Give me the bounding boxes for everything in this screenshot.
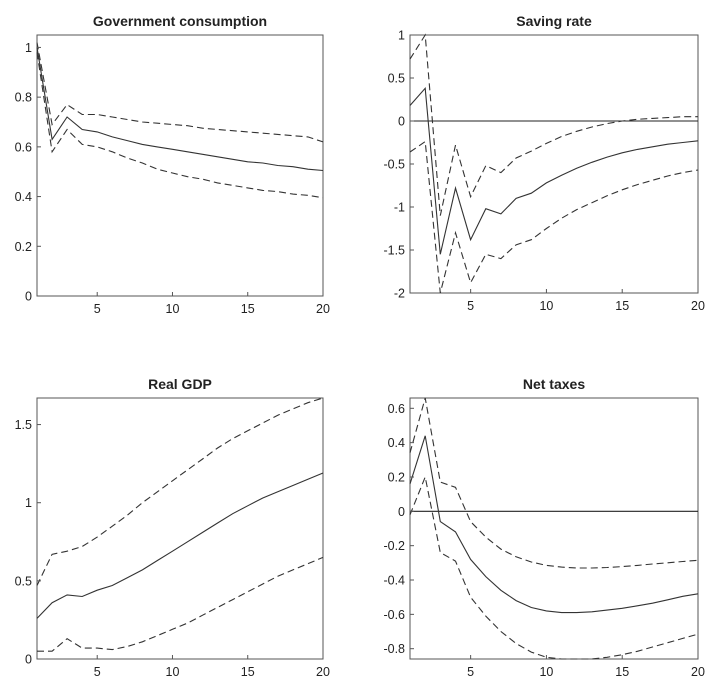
y-tick-label: -1	[394, 201, 405, 215]
x-tick-label: 5	[467, 665, 474, 679]
y-tick-label: 0.2	[388, 470, 405, 484]
axes-box	[409, 34, 699, 294]
x-tick-label: 20	[316, 302, 330, 316]
y-tick-label: 1	[25, 496, 32, 510]
y-tick-label: 0.8	[15, 91, 32, 105]
y-tick-label: 0	[398, 505, 405, 519]
x-tick-label: 5	[94, 302, 101, 316]
y-tick-label: 1	[25, 41, 32, 55]
series-line-band-2	[409, 475, 699, 660]
x-tick-label: 20	[316, 665, 330, 679]
axes-box	[36, 34, 324, 297]
series-line-band-1	[409, 33, 698, 216]
axes-box	[36, 397, 324, 660]
y-tick-label: 0.2	[15, 240, 32, 254]
series-line-estimate	[409, 435, 699, 614]
y-tick-label: 0	[25, 653, 32, 667]
x-tick-label: 10	[166, 302, 180, 316]
x-tick-label: 15	[615, 665, 629, 679]
y-tick-label: 0	[398, 115, 405, 129]
panel-saving-rate: Saving rate 5 10 15 20 -2 -1.5 -1 -0.5 0 0.5 1	[383, 13, 705, 313]
x-tick-label: 15	[241, 665, 255, 679]
y-tick-label: 0.5	[15, 574, 32, 588]
panel-government-consumption: Government consumption 5 10 15 20 0 0.2 0.4 0.6…	[15, 13, 330, 316]
title-real-gdp: Real GDP	[148, 376, 212, 392]
series-line-band-1	[36, 397, 324, 586]
y-tick-label: 0.6	[388, 402, 405, 416]
y-tick-label: -0.4	[383, 574, 405, 588]
x-tick-label: 10	[539, 665, 553, 679]
title-government-consumption: Government consumption	[93, 13, 267, 29]
y-tick-label: 0.6	[15, 140, 32, 154]
panel-real-gdp: Real GDP 5 10 15 20 0 0.5 1 1.5	[15, 376, 330, 679]
x-tick-label: 15	[615, 299, 629, 313]
x-tick-label: 5	[94, 665, 101, 679]
y-tick-label: 0	[25, 290, 32, 304]
y-tick-label: 1	[398, 29, 405, 43]
y-tick-label: 1.5	[15, 418, 32, 432]
panel-net-taxes: Net taxes 5 10 15 20 -0.8 -0.6 -0.4 -0.2 0 0.2 0.4…	[383, 376, 705, 679]
series-line-band-1	[409, 397, 699, 569]
x-tick-label: 20	[691, 299, 705, 313]
series-line-band-1	[36, 42, 324, 143]
series-line-band-2	[409, 140, 699, 294]
y-tick-label: -0.8	[383, 642, 405, 656]
series-line-estimate	[36, 47, 324, 172]
y-tick-label: -0.5	[383, 158, 405, 172]
x-tick-label: 5	[467, 299, 474, 313]
x-tick-label: 20	[691, 665, 705, 679]
y-tick-label: 0.4	[388, 436, 405, 450]
x-tick-label: 10	[166, 665, 180, 679]
x-tick-label: 10	[539, 299, 553, 313]
y-tick-label: 0.5	[388, 72, 405, 86]
y-tick-label: -0.2	[383, 539, 405, 553]
axes-box	[409, 397, 699, 660]
series-line-band-2	[37, 556, 324, 652]
y-tick-label: -1.5	[383, 244, 405, 258]
series-line-estimate	[36, 472, 324, 619]
y-tick-label: -0.6	[383, 608, 405, 622]
y-tick-label: 0.4	[15, 190, 32, 204]
title-net-taxes: Net taxes	[523, 376, 585, 392]
series-line-estimate	[409, 86, 699, 255]
y-tick-label: -2	[394, 287, 405, 301]
x-tick-label: 15	[241, 302, 255, 316]
title-saving-rate: Saving rate	[516, 13, 592, 29]
